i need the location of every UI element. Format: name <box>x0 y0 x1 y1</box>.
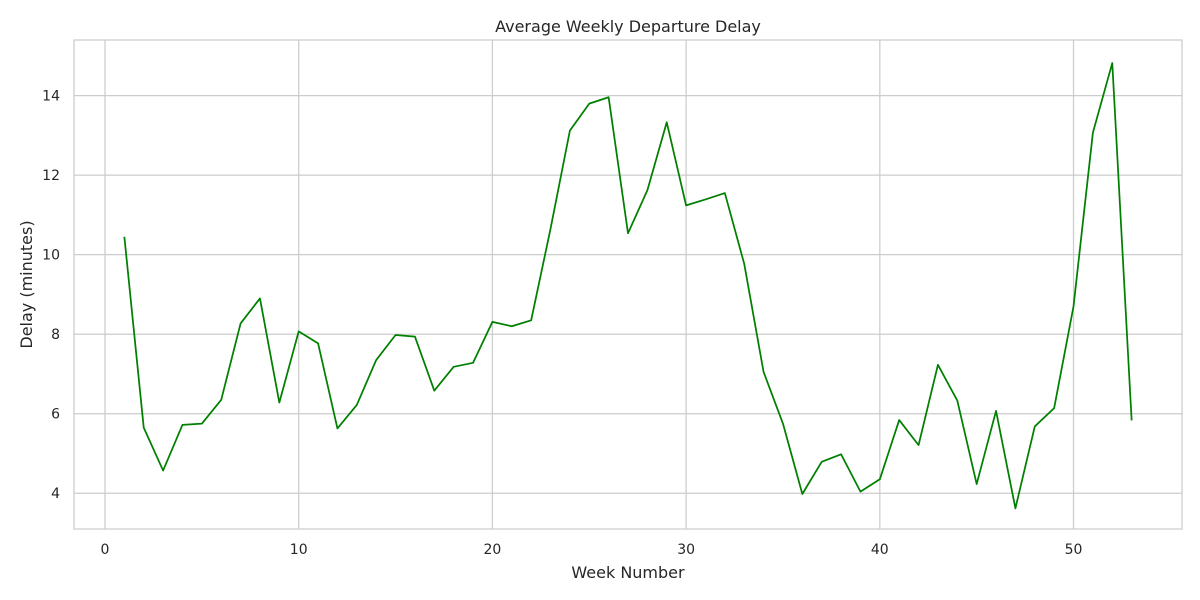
y-tick-label: 10 <box>42 248 60 264</box>
x-tick-label: 20 <box>483 542 501 558</box>
y-axis-title: Delay (minutes) <box>17 220 36 348</box>
series-layer <box>123 62 1133 510</box>
chart-title: Average Weekly Departure Delay <box>495 17 761 36</box>
y-tick-label: 12 <box>42 168 60 184</box>
y-tick-label: 4 <box>51 486 60 502</box>
plot-frame <box>73 39 1183 530</box>
grid-lines <box>74 40 1182 529</box>
delay-series-line <box>123 62 1133 510</box>
y-tick-label: 14 <box>42 89 60 105</box>
x-tick-label: 10 <box>290 542 308 558</box>
y-tick-labels: 4 6 8 10 12 14 <box>42 89 60 503</box>
x-tick-label: 30 <box>677 542 695 558</box>
y-tick-label: 6 <box>51 407 60 423</box>
x-tick-label: 0 <box>101 542 110 558</box>
x-tick-labels: 0 10 20 30 40 50 <box>101 542 1083 558</box>
x-tick-label: 50 <box>1065 542 1083 558</box>
x-axis-title: Week Number <box>571 563 685 582</box>
x-tick-label: 40 <box>871 542 889 558</box>
y-tick-label: 8 <box>51 327 60 343</box>
